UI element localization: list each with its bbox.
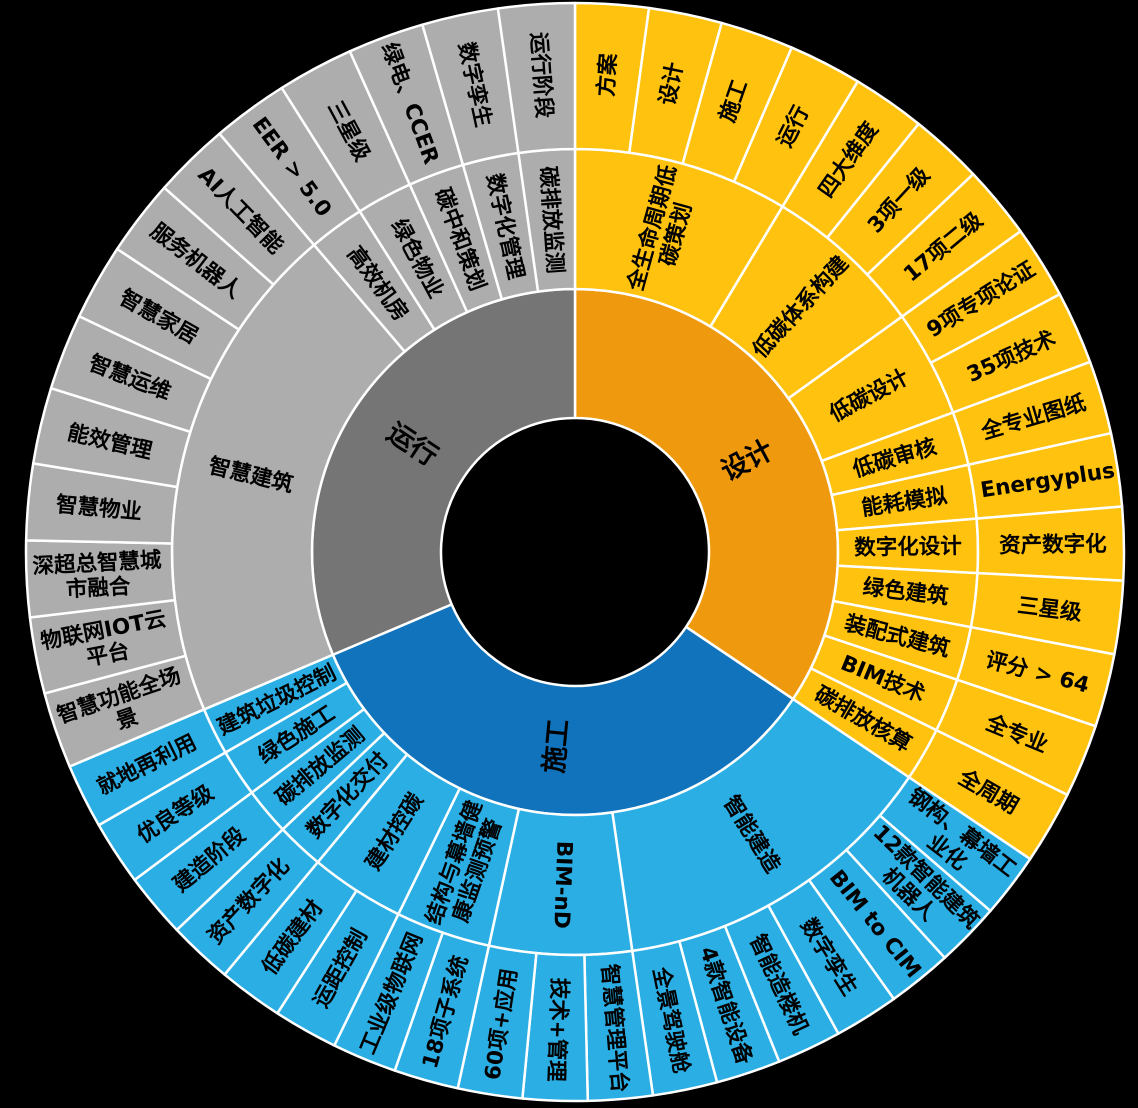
outer-ring-segment xyxy=(496,1,577,155)
outer-ring-label: 资产数字化 xyxy=(999,530,1107,558)
outer-ring-label: 技术+管理 xyxy=(543,977,573,1082)
outer-ring-label: 运行阶段 xyxy=(526,31,558,119)
middle-ring-label: BIM-nD xyxy=(549,840,577,929)
inner-sector-label: 施工 xyxy=(538,718,574,775)
outer-ring-label: 深超总智慧城市融合 xyxy=(32,547,164,604)
outer-ring-label: 方案 xyxy=(592,52,621,97)
middle-ring-label: 数字化设计 xyxy=(854,533,962,561)
